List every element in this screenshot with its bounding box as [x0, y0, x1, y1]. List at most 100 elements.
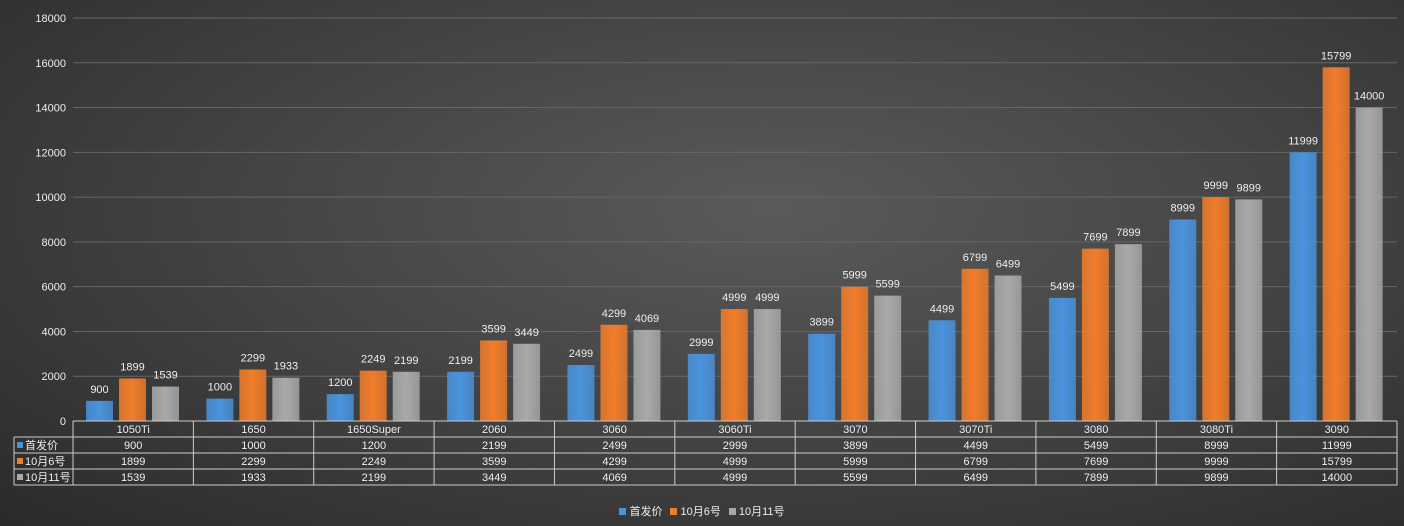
table-cell: 3599 — [482, 456, 506, 468]
data-label: 3449 — [514, 327, 538, 339]
table-cell: 4999 — [723, 456, 747, 468]
table-cell: 900 — [124, 440, 142, 452]
data-label: 6799 — [963, 252, 987, 264]
x-tick-label: 1650 — [241, 424, 265, 436]
data-label: 1933 — [274, 361, 298, 373]
bar — [152, 386, 179, 421]
data-label: 2499 — [569, 348, 593, 360]
bar — [1322, 67, 1350, 421]
data-label: 4299 — [602, 308, 626, 320]
bar — [513, 343, 541, 421]
table-cell: 2299 — [241, 456, 265, 468]
y-tick-label: 10000 — [35, 192, 66, 204]
bar — [119, 378, 146, 421]
legend-label: 10月11号 — [738, 506, 785, 518]
table-cell: 1000 — [241, 440, 265, 452]
bar — [687, 353, 715, 421]
bar — [272, 377, 300, 421]
data-label: 5499 — [1050, 281, 1074, 293]
table-cell: 7899 — [1084, 472, 1108, 484]
legend-key — [17, 474, 23, 480]
legend: 首发价 10月6号 10月11号 — [0, 503, 1404, 519]
legend-key — [17, 442, 23, 448]
bar — [239, 369, 267, 421]
y-tick-label: 0 — [60, 416, 66, 428]
y-tick-label: 6000 — [42, 282, 66, 294]
table-cell: 6799 — [963, 456, 987, 468]
bar — [1355, 107, 1383, 422]
legend-label: 10月6号 — [680, 506, 721, 518]
data-label: 7899 — [1116, 227, 1140, 239]
data-label: 1000 — [208, 382, 232, 394]
data-label: 1200 — [328, 377, 352, 389]
x-tick-label: 1050Ti — [117, 424, 150, 436]
data-label: 11999 — [1288, 135, 1318, 147]
x-tick-label: 3070Ti — [959, 424, 992, 436]
table-cell: 4999 — [723, 472, 747, 484]
bar — [961, 268, 989, 421]
legend-swatch — [670, 508, 678, 515]
table-cell: 3449 — [482, 472, 506, 484]
legend-key — [17, 458, 23, 464]
x-tick-label: 3070 — [843, 424, 867, 436]
table-cell: 2499 — [602, 440, 626, 452]
bar — [1048, 297, 1076, 421]
y-tick-label: 16000 — [35, 58, 66, 70]
table-cell: 6499 — [963, 472, 987, 484]
bar — [1289, 152, 1317, 422]
table-row-label: 10月6号 — [25, 455, 65, 468]
data-label: 2999 — [689, 337, 713, 349]
data-label: 1539 — [153, 370, 177, 382]
bar — [392, 371, 420, 421]
table-cell: 7699 — [1084, 456, 1108, 468]
legend-swatch — [619, 508, 627, 515]
bar — [874, 295, 902, 421]
table-cell: 1899 — [121, 456, 145, 468]
x-tick-label: 1650Super — [347, 424, 401, 436]
legend-item: 10月6号 — [670, 506, 721, 518]
table-cell: 1933 — [241, 472, 265, 484]
table-cell: 5999 — [843, 456, 867, 468]
bar — [480, 340, 508, 421]
y-tick-label: 2000 — [42, 371, 66, 383]
legend-item: 10月11号 — [728, 506, 785, 518]
data-label: 4069 — [635, 313, 659, 325]
legend-item: 首发价 — [619, 506, 662, 518]
data-label: 1899 — [120, 361, 144, 373]
bar — [86, 400, 113, 421]
table-cell: 2199 — [362, 472, 386, 484]
data-label: 3899 — [809, 317, 833, 329]
data-label: 2199 — [394, 355, 418, 367]
table-cell: 15799 — [1322, 456, 1353, 468]
data-label: 9999 — [1204, 180, 1228, 192]
data-label: 15799 — [1321, 50, 1352, 62]
bar — [600, 324, 628, 421]
data-label: 4999 — [755, 292, 779, 304]
table-row-label: 首发价 — [25, 438, 58, 452]
bar — [720, 309, 748, 421]
table-cell: 14000 — [1322, 472, 1353, 484]
table-cell: 11999 — [1322, 440, 1352, 452]
data-label: 4999 — [722, 292, 746, 304]
legend-swatch — [728, 508, 736, 515]
y-tick-label: 8000 — [42, 237, 66, 249]
x-tick-label: 3090 — [1325, 424, 1349, 436]
table-cell: 4499 — [963, 440, 987, 452]
bar — [994, 275, 1022, 421]
table-row-label: 10月11号 — [25, 471, 71, 484]
bar — [928, 320, 956, 421]
legend-label: 首发价 — [629, 506, 663, 518]
data-label: 2299 — [241, 353, 265, 365]
bar — [206, 398, 234, 421]
data-label: 8999 — [1171, 203, 1195, 215]
table-cell: 9999 — [1204, 456, 1228, 468]
table-cell: 5499 — [1084, 440, 1108, 452]
x-tick-label: 3060 — [602, 424, 626, 436]
data-label: 2199 — [448, 355, 472, 367]
data-label: 9899 — [1237, 182, 1261, 194]
table-cell: 4069 — [602, 472, 626, 484]
bar — [841, 286, 869, 421]
bar — [1202, 197, 1230, 421]
bar — [326, 394, 354, 421]
x-tick-label: 3080Ti — [1200, 424, 1233, 436]
